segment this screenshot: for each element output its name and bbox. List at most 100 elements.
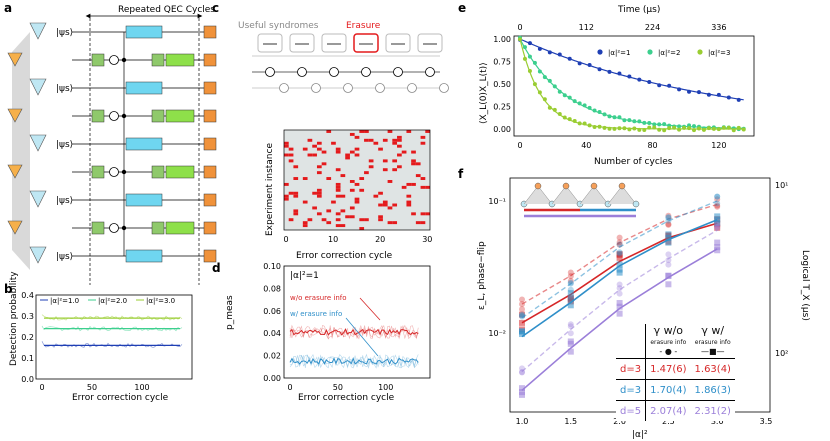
erasure-cell bbox=[293, 209, 299, 213]
e-point-2 bbox=[627, 127, 632, 132]
erasure-cell bbox=[316, 194, 322, 198]
f-square-1 bbox=[616, 269, 623, 276]
erasure-cell bbox=[312, 153, 317, 157]
f-circle-0 bbox=[519, 301, 525, 308]
erasure-cell bbox=[288, 159, 294, 163]
cnot-target bbox=[311, 83, 321, 93]
panel-a-letter: a bbox=[4, 1, 12, 15]
f-ytick-right: 10¹ bbox=[775, 181, 788, 190]
erasure-cell bbox=[364, 171, 369, 175]
e-point-1 bbox=[537, 69, 542, 74]
meter-icon bbox=[203, 193, 217, 207]
e-point-2 bbox=[731, 128, 736, 133]
exponent-table: γ w/o erasure info - ● - γ w/ erasure in… bbox=[616, 324, 735, 421]
f-square-2 bbox=[714, 247, 721, 254]
cnot-target bbox=[393, 67, 403, 77]
ancilla-icon bbox=[7, 108, 23, 123]
d-arrow-blue bbox=[345, 317, 379, 357]
measurement-block bbox=[125, 249, 163, 263]
f-circle-2 bbox=[665, 251, 672, 258]
e-point-2 bbox=[527, 69, 532, 74]
f-circle-0 bbox=[519, 306, 525, 313]
data-qubit-icon bbox=[29, 134, 47, 152]
table-row-d: d=3 bbox=[620, 363, 642, 375]
erasure-cell bbox=[359, 177, 365, 180]
table-cell-w: 1.86(3) bbox=[694, 384, 731, 396]
f-square-2 bbox=[616, 300, 623, 307]
erasure-cell bbox=[321, 218, 327, 222]
f-xtick: 1.5 bbox=[564, 417, 577, 426]
erasure-cell bbox=[316, 191, 322, 195]
e-point-1 bbox=[657, 122, 662, 127]
f-circle-2 bbox=[616, 285, 623, 292]
reset-gate bbox=[165, 53, 195, 67]
d-mean-w/o bbox=[289, 328, 419, 336]
e-point-1 bbox=[577, 101, 582, 106]
erasure-cell bbox=[364, 218, 369, 222]
legend-e-1: |α|²=1 bbox=[608, 49, 630, 57]
e-point-2 bbox=[687, 126, 692, 131]
e-point-1 bbox=[612, 115, 617, 120]
e-point-0 bbox=[716, 92, 721, 97]
useful-syndromes-label: Useful syndromes bbox=[238, 21, 319, 31]
f-square-2 bbox=[665, 281, 672, 288]
e-point-2 bbox=[652, 125, 657, 130]
erasure-cell bbox=[425, 212, 430, 216]
meter-icon bbox=[203, 53, 217, 67]
e-point-2 bbox=[567, 117, 572, 122]
erasure-cell bbox=[397, 138, 402, 142]
measurement-block bbox=[125, 137, 163, 151]
f-circle-0 bbox=[616, 239, 623, 246]
b-ytick: 0.3 bbox=[21, 312, 34, 321]
panel-b-xlabel: Error correction cycle bbox=[72, 393, 169, 403]
panel-f-inset bbox=[520, 182, 640, 218]
e-point-0 bbox=[667, 83, 672, 88]
e-point-0 bbox=[577, 61, 582, 66]
e-point-2 bbox=[572, 118, 577, 123]
panel-f-plot bbox=[519, 193, 721, 398]
meter-icon bbox=[203, 165, 217, 179]
f-square-2 bbox=[714, 244, 721, 251]
erasure-cell bbox=[382, 159, 388, 163]
erasure-heatmap-cells bbox=[284, 130, 430, 230]
erasure-cell bbox=[284, 141, 289, 145]
erasure-cell bbox=[354, 147, 360, 151]
cnot-target bbox=[297, 67, 307, 77]
erasure-cell bbox=[345, 153, 350, 157]
reset-gate bbox=[165, 165, 195, 179]
erasure-cell bbox=[378, 203, 383, 207]
d-trace-w bbox=[289, 353, 419, 369]
erasure-cell bbox=[288, 153, 294, 157]
meter-icon bbox=[203, 25, 217, 39]
panel-c-circuit bbox=[252, 33, 449, 93]
e-point-1 bbox=[677, 124, 682, 129]
e-point-2 bbox=[692, 128, 696, 133]
e-point-2 bbox=[592, 125, 597, 130]
legend-e-3: |α|²=3 bbox=[708, 49, 730, 57]
e-point-1 bbox=[542, 75, 547, 80]
erasure-cell bbox=[397, 144, 402, 148]
b-ytick: 0.1 bbox=[21, 354, 34, 363]
panel-e-ylabel: ⟨X_L(0)X_L(t)⟩ bbox=[479, 62, 489, 124]
b-xtick: 0 bbox=[39, 383, 44, 392]
ancilla-icon bbox=[7, 164, 23, 179]
label-with-erasure: w/ erasure info bbox=[290, 310, 342, 318]
e-point-2 bbox=[682, 125, 687, 130]
circuit-diagram: |ψs⟩ |ψs⟩ |ψs⟩ |ψs⟩ |ψs⟩ bbox=[7, 22, 217, 264]
erasure-cell bbox=[397, 135, 402, 139]
panel-f-xlabel: |α|² bbox=[632, 430, 648, 440]
inset-ancilla bbox=[590, 182, 598, 190]
erasure-cell bbox=[354, 197, 360, 201]
e-point-1 bbox=[602, 112, 607, 117]
b-xtick: 50 bbox=[87, 383, 97, 392]
erasure-cell bbox=[411, 159, 416, 163]
e-point-1 bbox=[627, 118, 632, 123]
erasure-cell bbox=[293, 191, 299, 195]
erasure-cell bbox=[349, 180, 355, 183]
e-point-0 bbox=[567, 56, 572, 61]
erasure-cell bbox=[359, 188, 365, 192]
erasure-cell bbox=[359, 218, 365, 222]
erasure-heatmap bbox=[284, 130, 430, 230]
table-cell-w: 1.63(4) bbox=[694, 363, 731, 375]
erasure-cell bbox=[340, 174, 346, 178]
